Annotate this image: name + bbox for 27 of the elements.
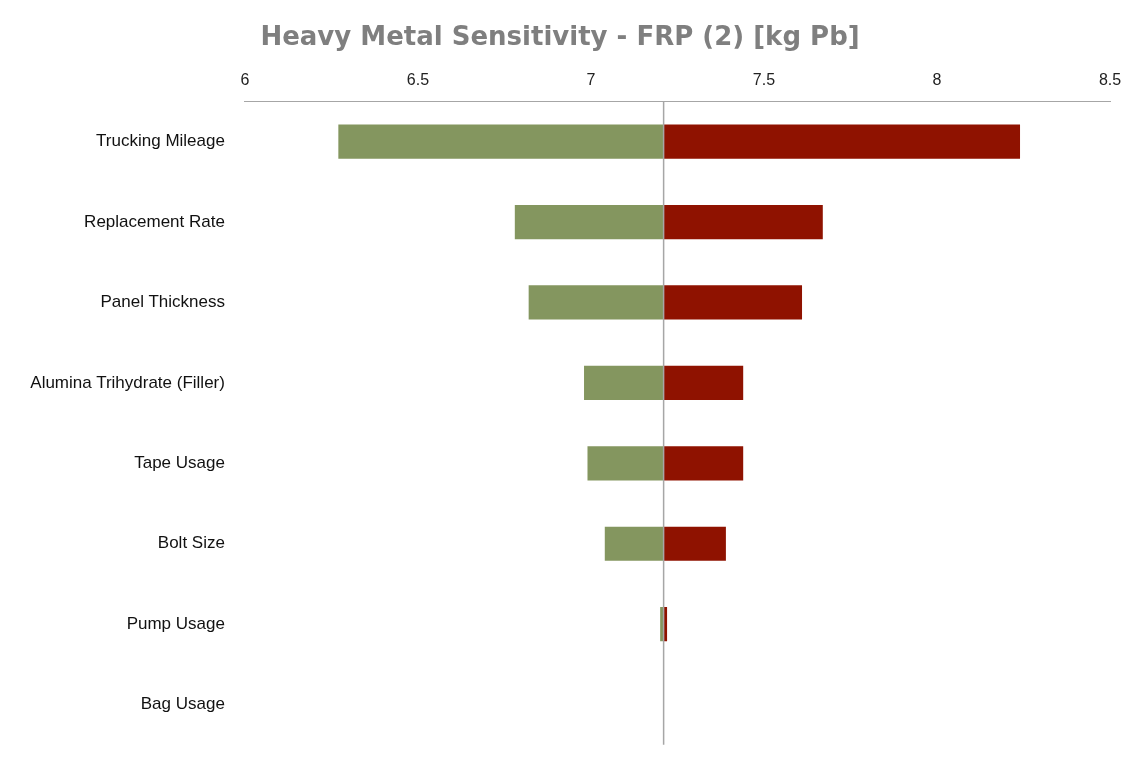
chart-title: Heavy Metal Sensitivity - FRP (2) [kg Pb]	[260, 21, 860, 52]
y-tick-label: Alumina Trihydrate (Filler)	[30, 372, 225, 392]
x-tick-label: 6.5	[406, 71, 430, 89]
bar	[663, 446, 744, 481]
x-tick-label: 7	[586, 71, 596, 89]
y-tick-label: Bolt Size	[157, 533, 225, 553]
bar	[604, 526, 664, 561]
y-tick-label: Replacement Rate	[84, 211, 225, 231]
bar	[514, 204, 664, 240]
bar	[663, 124, 1021, 159]
y-tick-label: Trucking Mileage	[96, 131, 225, 151]
bar	[338, 124, 664, 159]
bar	[663, 204, 823, 240]
x-tick-label: 8.5	[1098, 71, 1122, 89]
y-tick-label: Panel Thickness	[100, 292, 225, 312]
y-tick-label: Tape Usage	[134, 453, 225, 472]
bar	[663, 285, 803, 320]
x-tick-label: 8	[932, 71, 942, 89]
x-tick-label: 7.5	[752, 71, 776, 89]
bar	[528, 285, 664, 320]
bar	[584, 365, 664, 400]
bar	[587, 446, 664, 481]
bar	[663, 526, 726, 561]
y-tick-label: Bag Usage	[140, 694, 225, 714]
y-tick-label: Pump Usage	[126, 613, 225, 633]
x-tick-label: 6	[240, 71, 250, 89]
bar	[663, 365, 744, 400]
